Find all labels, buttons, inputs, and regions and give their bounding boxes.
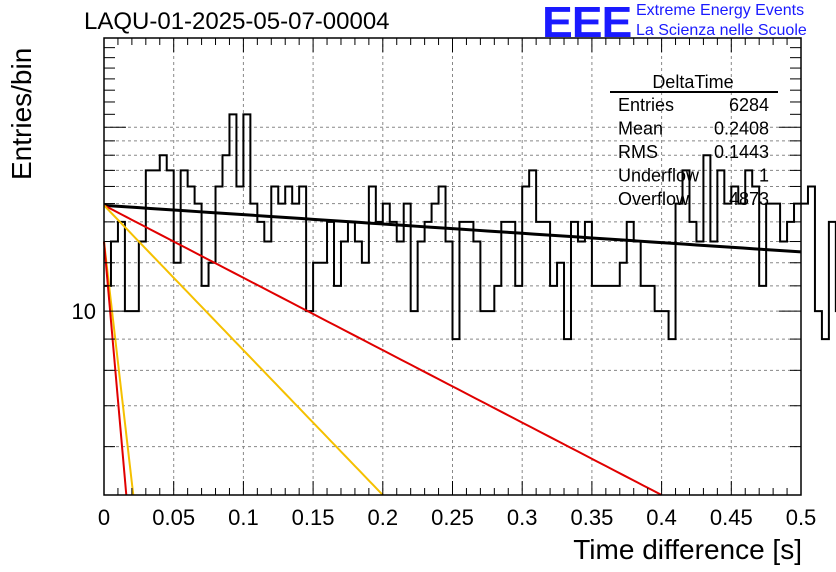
fit-curve-2 xyxy=(103,204,384,496)
x-tick-label: 0.15 xyxy=(292,505,335,530)
eee-logo: EEE xyxy=(542,0,632,47)
stats-title: DeltaTime xyxy=(652,72,733,92)
histogram-bars xyxy=(104,113,836,341)
y-axis-label: Entries/bin xyxy=(6,47,37,180)
stats-label: Underflow xyxy=(618,166,700,186)
x-tick-label: 0.5 xyxy=(786,505,817,530)
x-tick-label: 0.1 xyxy=(228,505,259,530)
x-tick-label: 0.45 xyxy=(710,505,753,530)
stats-value: 0.1443 xyxy=(714,142,769,162)
fit-curve-4 xyxy=(103,241,128,496)
stats-label: RMS xyxy=(618,142,658,162)
logo-line-1: Extreme Energy Events xyxy=(636,2,805,19)
stats-value: 1 xyxy=(759,166,769,186)
x-tick-label: 0 xyxy=(98,505,110,530)
fit-curve-3 xyxy=(103,241,135,496)
x-tick-label: 0.4 xyxy=(646,505,677,530)
fit-curve-0 xyxy=(103,203,802,254)
logo-line-2: La Scienza nelle Scuole xyxy=(636,22,807,39)
stats-label: Mean xyxy=(618,119,663,139)
fit-curve-1 xyxy=(103,204,663,496)
y-tick-label: 10 xyxy=(72,299,96,324)
x-tick-label: 0.25 xyxy=(431,505,474,530)
axis-ticks: 0 0.05 0.1 0.15 0.2 0.25 0.3 0.35 0.4 0.45 0.5 10 xyxy=(72,37,817,530)
stats-box: DeltaTime Entries 6284 Mean 0.2408 RMS 0.1443… xyxy=(610,72,778,209)
chart-title: LAQU-01-2025-05-07-00004 xyxy=(84,8,390,35)
x-axis-label: Time difference [s] xyxy=(573,534,802,565)
histogram-step xyxy=(104,113,836,341)
stats-label: Overflow xyxy=(618,189,690,209)
stats-value: 6284 xyxy=(729,95,769,115)
stats-value: 4873 xyxy=(729,189,769,209)
x-tick-label: 0.2 xyxy=(368,505,399,530)
x-tick-label: 0.3 xyxy=(507,505,538,530)
x-tick-label: 0.05 xyxy=(152,505,195,530)
fit-curves xyxy=(103,203,802,496)
stats-value: 0.2408 xyxy=(714,119,769,139)
x-tick-label: 0.35 xyxy=(570,505,613,530)
stats-label: Entries xyxy=(618,95,674,115)
